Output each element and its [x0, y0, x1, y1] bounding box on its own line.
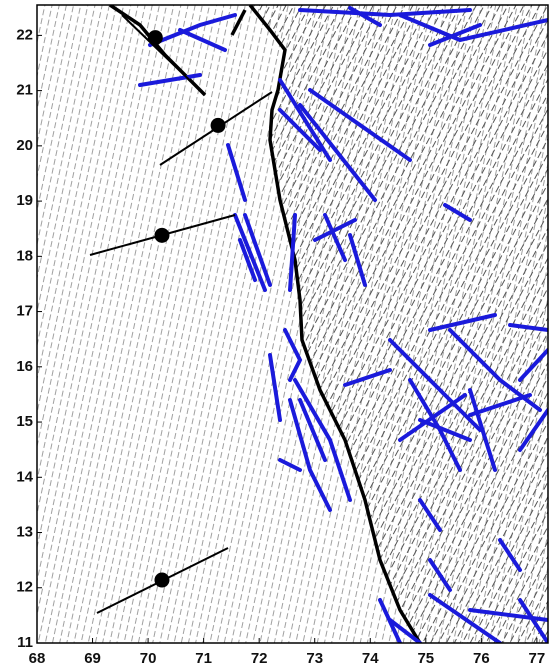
- map-area: [37, 5, 548, 643]
- x-tick-label: 71: [195, 650, 212, 667]
- y-tick-label: 17: [16, 303, 33, 320]
- y-tick-label: 14: [16, 468, 33, 485]
- x-tick-label: 72: [251, 650, 268, 667]
- x-tick-label: 76: [473, 650, 490, 667]
- x-tick-label: 77: [529, 650, 546, 667]
- y-tick-label: 22: [16, 26, 33, 43]
- map: 68 69 70 71 72 73 74 75 76 77 11 12 13 14 15 16 17 18 19 20…: [0, 0, 550, 671]
- y-tick-label: 11: [17, 634, 33, 651]
- station-point: [211, 118, 226, 133]
- y-tick-label: 15: [16, 413, 33, 430]
- x-tick-label: 69: [84, 650, 101, 667]
- y-tick-label: 16: [16, 358, 33, 375]
- x-tick-label: 68: [29, 650, 46, 667]
- y-tick-label: 21: [16, 82, 33, 99]
- x-tick-label: 74: [362, 650, 379, 667]
- y-tick-label: 20: [16, 137, 33, 154]
- x-tick-label: 75: [417, 650, 434, 667]
- station-point: [148, 30, 163, 45]
- y-tick-label: 12: [16, 579, 33, 596]
- y-tick-label: 19: [16, 192, 33, 209]
- y-tick-label: 18: [16, 247, 33, 264]
- x-tick-label: 70: [140, 650, 157, 667]
- station-point: [154, 228, 169, 243]
- x-tick-label: 73: [306, 650, 323, 667]
- station-point: [154, 573, 169, 588]
- y-tick-label: 13: [16, 523, 33, 540]
